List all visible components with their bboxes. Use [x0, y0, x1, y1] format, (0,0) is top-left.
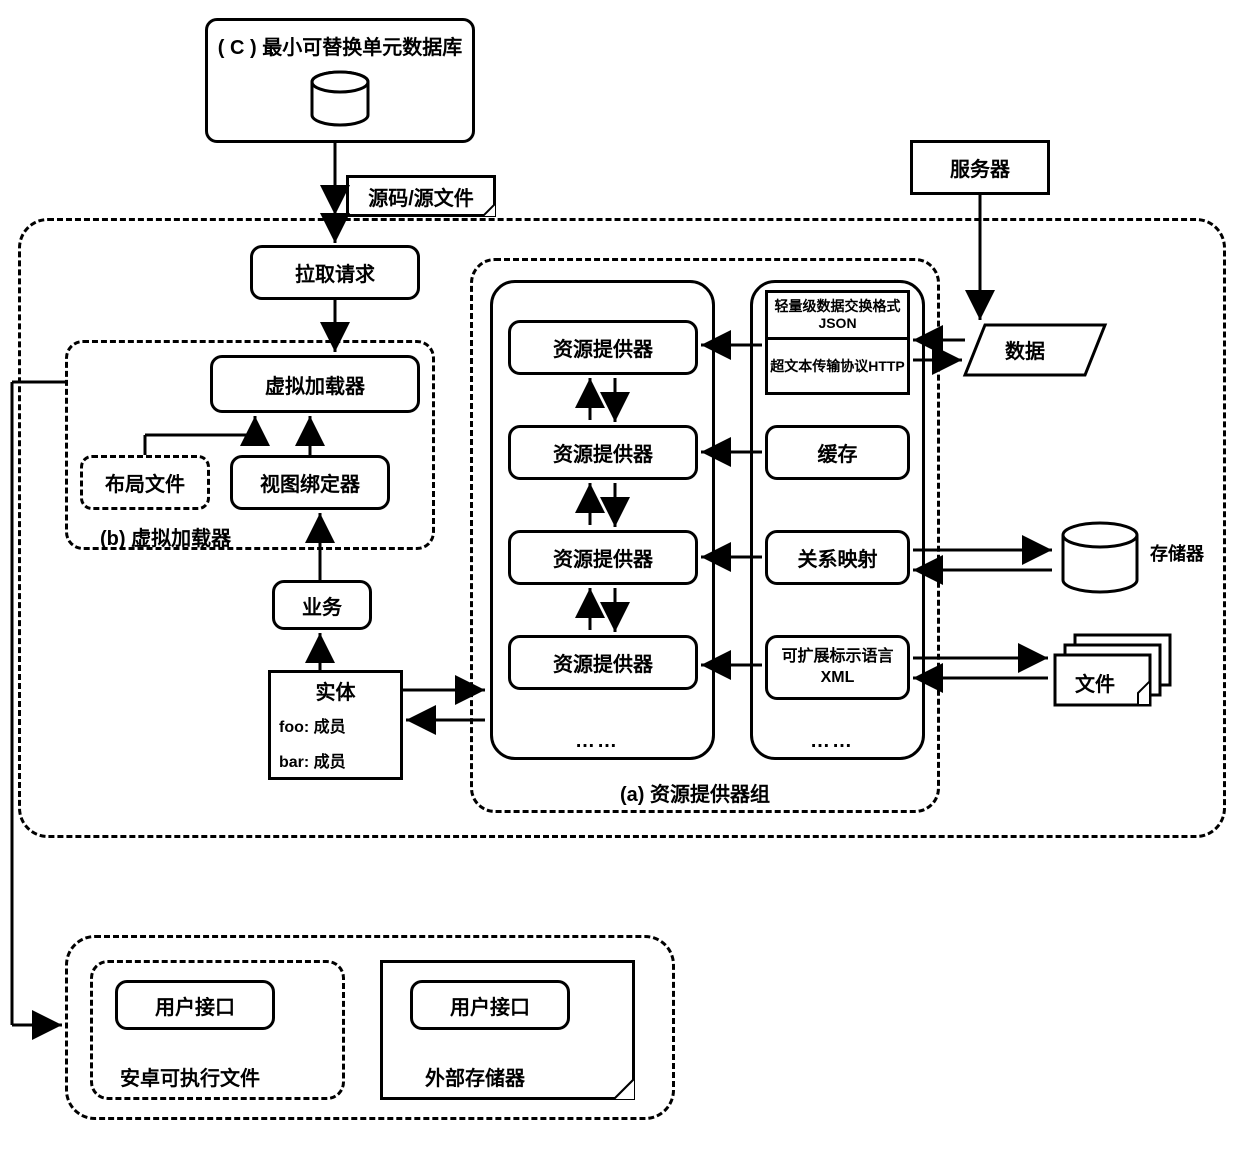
ui2-label: 用户接口 [450, 991, 530, 1020]
server-box: 服务器 [910, 140, 1050, 195]
rp1-label: 资源提供器 [553, 333, 653, 362]
note-fold-icon [482, 203, 496, 217]
xml-box: 可扩展标示语言XML [765, 635, 910, 700]
rp2-box: 资源提供器 [508, 425, 698, 480]
source-file-note: 源码/源文件 [346, 175, 496, 217]
orm-label: 关系映射 [798, 543, 878, 572]
layout-file-label: 布局文件 [105, 468, 185, 497]
storage-cylinder [1055, 520, 1145, 600]
rp3-label: 资源提供器 [553, 543, 653, 572]
json-box: 轻量级数据交换格式JSON [765, 290, 910, 340]
c-database-box: ( C ) 最小可替换单元数据库 [205, 18, 475, 143]
rp1-box: 资源提供器 [508, 320, 698, 375]
rp-ellipsis: …… [575, 730, 619, 753]
ext-storage-label: 外部存储器 [425, 1062, 525, 1091]
apk-label: 安卓可执行文件 [120, 1062, 260, 1091]
group-a-label: (a) 资源提供器组 [620, 778, 770, 807]
virtual-loader-box: 虚拟加载器 [210, 355, 420, 413]
http-box: 超文本传输协议HTTP [765, 340, 910, 395]
orm-box: 关系映射 [765, 530, 910, 585]
ui2-box: 用户接口 [410, 980, 570, 1030]
protocol-ellipsis: …… [810, 730, 854, 753]
view-binder-label: 视图绑定器 [260, 468, 360, 497]
entity-title-label: 实体 [316, 676, 356, 705]
layout-file-box: 布局文件 [80, 455, 210, 510]
rp3-box: 资源提供器 [508, 530, 698, 585]
business-box: 业务 [272, 580, 372, 630]
c-database-label: ( C ) 最小可替换单元数据库 [208, 31, 472, 60]
rp2-label: 资源提供器 [553, 438, 653, 467]
entity-row1-label: foo: 成员 [279, 713, 346, 737]
entity-row2-label: bar: 成员 [279, 748, 346, 772]
xml-label: 可扩展标示语言XML [768, 647, 907, 689]
cache-label: 缓存 [818, 438, 858, 467]
group-b-label: (b) 虚拟加载器 [100, 522, 231, 551]
cache-box: 缓存 [765, 425, 910, 480]
source-file-label: 源码/源文件 [368, 182, 474, 211]
entity-row2-box: bar: 成员 [268, 742, 403, 780]
data-label: 数据 [1005, 335, 1045, 364]
view-binder-box: 视图绑定器 [230, 455, 390, 510]
entity-row1-box: foo: 成员 [268, 707, 403, 745]
file-stack-icon [1050, 630, 1180, 710]
pull-request-label: 拉取请求 [295, 258, 375, 287]
json-label: 轻量级数据交换格式JSON [768, 298, 907, 332]
note-fold-icon-2 [613, 1078, 635, 1100]
server-label: 服务器 [950, 153, 1010, 182]
storage-label: 存储器 [1150, 540, 1204, 566]
http-label: 超文本传输协议HTTP [770, 358, 905, 375]
entity-title-box: 实体 [268, 670, 403, 710]
pull-request-box: 拉取请求 [250, 245, 420, 300]
business-label: 业务 [302, 591, 342, 620]
file-label: 文件 [1075, 668, 1115, 697]
ui1-box: 用户接口 [115, 980, 275, 1030]
rp4-label: 资源提供器 [553, 648, 653, 677]
virtual-loader-label: 虚拟加载器 [265, 370, 365, 399]
cylinder-icon [305, 70, 375, 130]
ui1-label: 用户接口 [155, 991, 235, 1020]
rp4-box: 资源提供器 [508, 635, 698, 690]
